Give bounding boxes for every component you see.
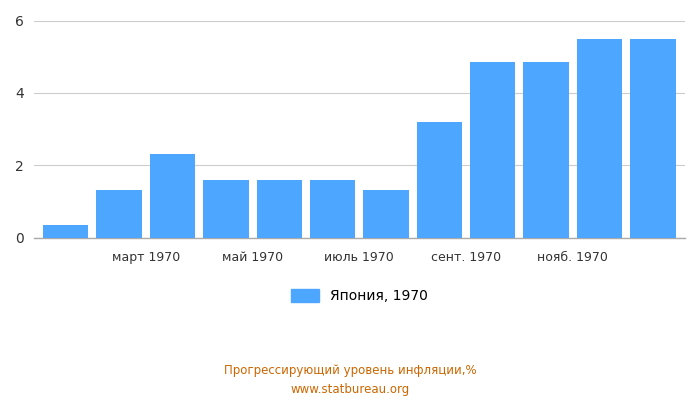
Bar xyxy=(363,190,409,238)
Bar xyxy=(97,190,141,238)
Bar xyxy=(630,38,676,238)
Bar xyxy=(470,62,515,238)
Bar xyxy=(310,180,356,238)
Text: Прогрессирующий уровень инфляции,%
www.statbureau.org: Прогрессирующий уровень инфляции,% www.s… xyxy=(224,364,476,396)
Bar xyxy=(256,180,302,238)
Bar xyxy=(43,225,88,238)
Bar xyxy=(577,38,622,238)
Bar xyxy=(416,122,462,238)
Bar xyxy=(524,62,569,238)
Bar xyxy=(203,180,248,238)
Legend: Япония, 1970: Япония, 1970 xyxy=(286,284,433,309)
Bar xyxy=(150,154,195,238)
